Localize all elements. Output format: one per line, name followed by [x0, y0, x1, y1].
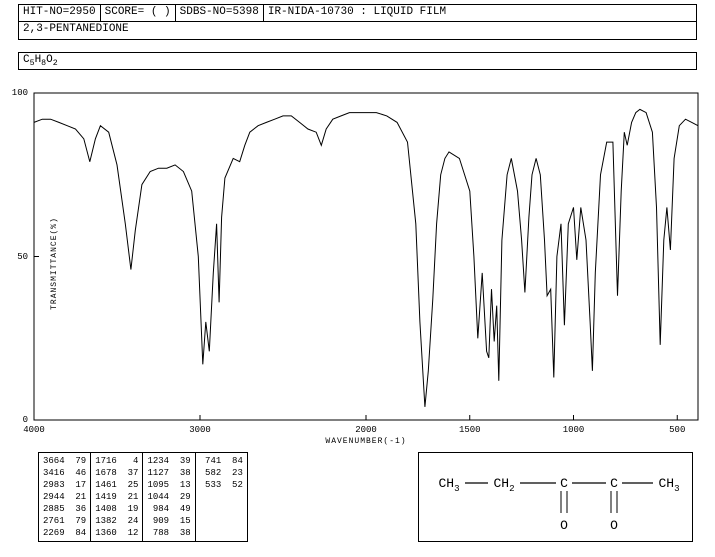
y-tick: 50: [8, 252, 28, 262]
peak-entry: 1044 29: [147, 491, 190, 503]
compound-name: 2,3-PENTANEDIONE: [18, 22, 697, 40]
peak-col: 1234 391127 381095 131044 29 984 49 909 …: [142, 452, 194, 542]
peak-entry: 2944 21: [43, 491, 86, 503]
peak-entry: 1408 19: [95, 503, 138, 515]
hit-no: HIT-NO=2950: [19, 5, 101, 21]
peak-entry: 533 52: [200, 479, 243, 491]
spectrum-svg: [30, 89, 702, 424]
peak-table: 3664 793416 462983 172944 212885 362761 …: [38, 452, 248, 542]
ir-info: IR-NIDA-10730 : LIQUID FILM: [264, 5, 696, 21]
peak-entry: 1234 39: [147, 455, 190, 467]
svg-text:C: C: [560, 476, 568, 491]
x-tick: 4000: [23, 425, 45, 435]
spectrum-plot: TRANSMITTANCE(%) WAVENUMBER(-1) 050100 4…: [30, 89, 702, 424]
peak-entry: 2269 84: [43, 527, 86, 539]
x-tick: 1000: [563, 425, 585, 435]
peak-entry: 2983 17: [43, 479, 86, 491]
peak-entry: 1461 25: [95, 479, 138, 491]
peak-entry: 2761 79: [43, 515, 86, 527]
y-axis-label: TRANSMITTANCE(%): [50, 217, 59, 310]
structure-diagram: O O CH3 CH2 C C CH3: [418, 452, 693, 542]
peak-entry: 1419 21: [95, 491, 138, 503]
y-tick: 100: [8, 88, 28, 98]
svg-text:CH3: CH3: [658, 476, 679, 494]
y-tick: 0: [8, 415, 28, 425]
peak-col: 741 84 582 23 533 52: [195, 452, 248, 542]
x-tick: 2000: [355, 425, 377, 435]
x-tick: 3000: [189, 425, 211, 435]
peak-entry: 1382 24: [95, 515, 138, 527]
peak-col: 3664 793416 462983 172944 212885 362761 …: [38, 452, 90, 542]
peak-entry: 788 38: [147, 527, 190, 539]
peak-entry: 582 23: [200, 467, 243, 479]
peak-entry: 1095 13: [147, 479, 190, 491]
svg-text:CH2: CH2: [493, 476, 514, 494]
peak-entry: 1716 4: [95, 455, 138, 467]
svg-text:CH3: CH3: [438, 476, 459, 494]
peak-entry: 1360 12: [95, 527, 138, 539]
x-tick: 500: [669, 425, 685, 435]
x-axis-label: WAVENUMBER(-1): [325, 437, 406, 446]
peak-entry: 1678 37: [95, 467, 138, 479]
score: SCORE= ( ): [101, 5, 176, 21]
svg-text:O: O: [560, 518, 568, 533]
sdbs-no: SDBS-NO=5398: [176, 5, 264, 21]
peak-entry: 1127 38: [147, 467, 190, 479]
svg-text:C: C: [610, 476, 618, 491]
structure-svg: O O CH3 CH2 C C CH3: [419, 453, 694, 543]
peak-entry: 3416 46: [43, 467, 86, 479]
svg-text:O: O: [610, 518, 618, 533]
peak-entry: 3664 79: [43, 455, 86, 467]
header-bar: HIT-NO=2950 SCORE= ( ) SDBS-NO=5398 IR-N…: [18, 4, 697, 22]
peak-entry: 984 49: [147, 503, 190, 515]
peak-entry: 909 15: [147, 515, 190, 527]
peak-entry: 2885 36: [43, 503, 86, 515]
x-tick: 1500: [459, 425, 481, 435]
peak-entry: 741 84: [200, 455, 243, 467]
formula: C5H8O2: [18, 52, 697, 70]
peak-col: 1716 41678 371461 251419 211408 191382 2…: [90, 452, 142, 542]
